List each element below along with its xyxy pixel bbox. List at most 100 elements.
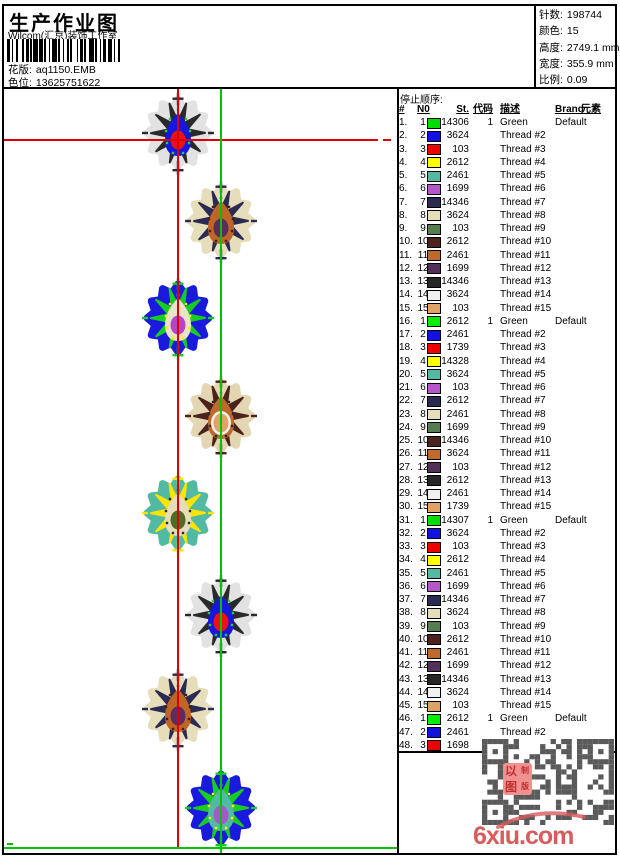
table-row: 43. 13 14346 Thread #13 (397, 673, 616, 686)
stitch-count: 1699 (446, 580, 469, 592)
table-row: 14. 14 3624 Thread #14 (397, 288, 616, 301)
stitch-count: 2612 (446, 395, 469, 407)
table-row: 4. 4 2612 Thread #4 (397, 156, 616, 169)
thread-description: Thread #2 (500, 329, 546, 340)
stop-number: 47. (399, 726, 413, 738)
stop-number: 35. (399, 567, 413, 579)
table-row: 8. 8 3624 Thread #8 (397, 209, 616, 222)
stitch-count: 2461 (446, 726, 469, 738)
stop-number: 22. (399, 395, 413, 407)
guide-line-red-dash (383, 139, 391, 141)
stitch-count: 103 (452, 143, 469, 155)
table-row: 38. 8 3624 Thread #8 (397, 606, 616, 619)
stop-sequence-table: 停止顺序: # N0 St. 代码 描述 Brand 元素 1. 1 14306 1 Green De… (397, 88, 616, 752)
stitch-count: 14346 (441, 594, 469, 605)
table-row: 5. 5 2461 Thread #5 (397, 169, 616, 182)
thread-description: Thread #5 (500, 170, 546, 181)
color-chip (427, 581, 441, 593)
thread-description: Thread #9 (500, 620, 546, 632)
colorway-label: 色位: (8, 76, 32, 89)
stop-number: 29. (399, 488, 413, 499)
thread-description: Thread #8 (500, 408, 546, 420)
color-chip (427, 395, 441, 407)
stitch-count: 3624 (446, 289, 469, 301)
needle-number: 4 (420, 554, 426, 566)
stop-number: 5. (399, 170, 408, 181)
table-row: 23. 8 2461 Thread #8 (397, 408, 616, 421)
column-header: 代码 (473, 104, 493, 115)
stop-number: 43. (399, 673, 413, 685)
stitch-count: 3624 (446, 368, 469, 380)
stop-number: 3. (399, 143, 408, 155)
needle-number: 8 (420, 408, 426, 420)
stat-row: 针数: 198744 (539, 7, 619, 23)
table-row: 19. 4 14328 Thread #4 (397, 355, 616, 368)
pattern-file-label: 花版: (8, 64, 32, 76)
needle-number: 10 (417, 236, 429, 248)
stop-number: 36. (399, 580, 413, 592)
table-row: 11. 11 2461 Thread #11 (397, 249, 616, 262)
color-chip (427, 342, 441, 354)
color-chip (427, 435, 441, 447)
stop-number: 16. (399, 315, 413, 327)
stat-value: 2749.1 mm (566, 41, 620, 54)
needle-number: 6 (420, 580, 426, 592)
stitch-count: 103 (452, 382, 469, 393)
color-chip (427, 541, 441, 553)
color-chip (427, 250, 441, 261)
needle-number: 14 (417, 289, 429, 301)
thread-description: Green (500, 514, 528, 526)
thread-description: Green (500, 117, 528, 128)
table-row: 2. 2 3624 Thread #2 (397, 129, 616, 142)
color-chip (427, 422, 441, 434)
stop-number: 10. (399, 236, 413, 248)
header-bottom-line (2, 87, 617, 89)
color-chip (427, 621, 441, 632)
color-chip (427, 356, 441, 367)
stop-number: 32. (399, 527, 413, 539)
color-chip (427, 409, 441, 420)
needle-number: 13 (417, 276, 429, 287)
stitch-count: 2461 (446, 170, 469, 181)
needle-number: 12 (417, 461, 429, 473)
table-row: 33. 3 103 Thread #3 (397, 540, 616, 553)
table-row: 46. 1 2612 1 Green Default (397, 712, 616, 725)
thread-description: Thread #8 (500, 209, 546, 221)
column-header: St. (456, 104, 469, 115)
column-header: # (399, 104, 405, 115)
stop-number: 46. (399, 713, 413, 725)
stitch-count: 14306 (441, 117, 469, 128)
thread-description: Thread #10 (500, 633, 552, 645)
stat-value: 0.09 (566, 74, 588, 87)
stop-number: 34. (399, 554, 413, 566)
stat-row: 宽度: 355.9 mm (539, 56, 619, 72)
colorway-row: 色位: 13625751622 (8, 75, 100, 90)
needle-number: 2 (420, 130, 426, 142)
needle-number: 10 (417, 633, 429, 645)
needle-number: 8 (420, 209, 426, 221)
stop-number: 25. (399, 435, 413, 446)
needle-number: 4 (420, 355, 426, 367)
stitch-count: 2461 (446, 408, 469, 420)
stop-number: 45. (399, 700, 413, 711)
stitch-count: 3624 (446, 209, 469, 221)
color-chip (427, 236, 441, 248)
stitch-count: 14307 (441, 514, 469, 526)
stat-label: 颜色: (539, 25, 563, 38)
needle-number: 7 (420, 395, 426, 407)
stop-number: 38. (399, 607, 413, 619)
needle-number: 14 (417, 488, 429, 499)
stat-label: 高度: (539, 41, 563, 54)
design-table-divider-line (397, 89, 399, 853)
thread-description: Thread #2 (500, 130, 546, 142)
color-chip (427, 568, 441, 579)
color-chip (427, 660, 441, 672)
stitch-count: 2461 (446, 647, 469, 658)
thread-brand: Default (555, 117, 587, 128)
stop-number: 39. (399, 620, 413, 632)
table-row: 29. 14 2461 Thread #14 (397, 487, 616, 500)
color-chip (427, 276, 441, 288)
table-row: 15. 15 103 Thread #15 (397, 302, 616, 315)
stitch-count: 14346 (441, 196, 469, 208)
needle-number: 11 (417, 647, 429, 658)
